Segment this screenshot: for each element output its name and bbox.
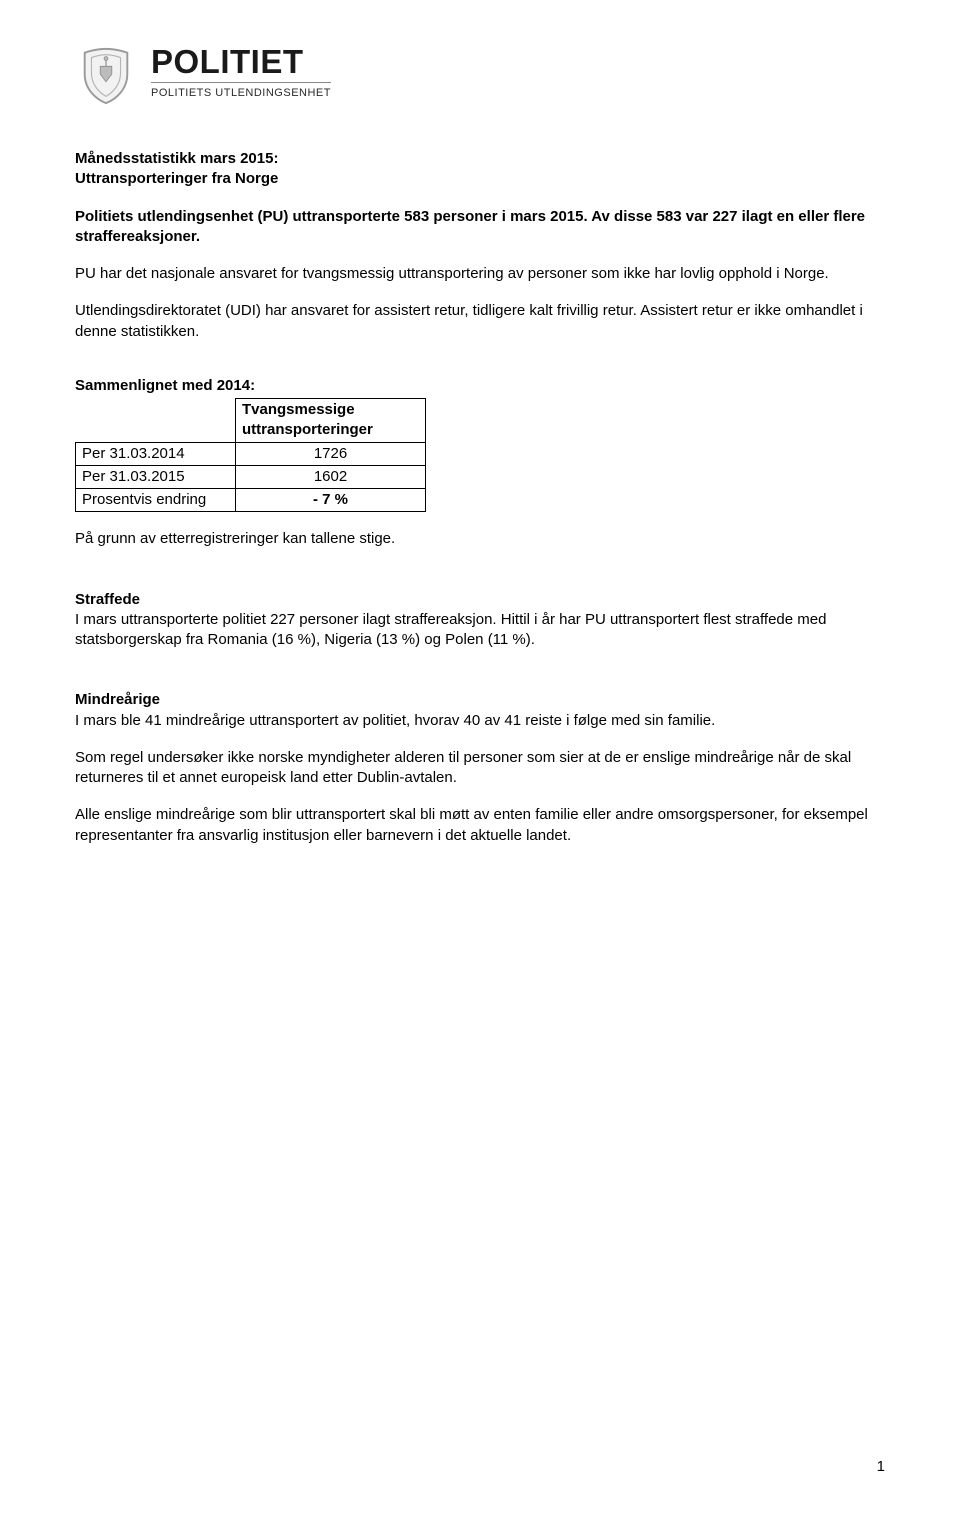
body-mindreaarige-1: I mars ble 41 mindreårige uttransportert… (75, 711, 885, 731)
document-page: POLITIET POLITIETS UTLENDINGSENHET Måned… (0, 0, 960, 1523)
paragraph-pu-role: PU har det nasjonale ansvaret for tvangs… (75, 264, 885, 284)
table-header-empty (76, 399, 236, 443)
table-cell-label: Prosentvis endring (76, 489, 236, 512)
comparison-section: Sammenlignet med 2014: Tvangsmessige utt… (75, 376, 885, 513)
document-body: Månedsstatistikk mars 2015: Uttransporte… (75, 149, 885, 846)
table-cell-value: 1602 (236, 465, 426, 488)
logo-header: POLITIET POLITIETS UTLENDINGSENHET (75, 45, 885, 107)
table-cell-label: Per 31.03.2014 (76, 442, 236, 465)
table-row: Tvangsmessige uttransporteringer (76, 399, 426, 443)
logo-subunit: POLITIETS UTLENDINGSENHET (151, 82, 331, 99)
comparison-heading: Sammenlignet med 2014: (75, 376, 885, 396)
page-number: 1 (877, 1458, 885, 1475)
crest-icon (75, 45, 137, 107)
paragraph-udi-role: Utlendingsdirektoratet (UDI) har ansvare… (75, 301, 885, 342)
table-row: Per 31.03.2015 1602 (76, 465, 426, 488)
table-row: Prosentvis endring - 7 % (76, 489, 426, 512)
logo-wordmark: POLITIET (151, 45, 331, 78)
logo-text-block: POLITIET POLITIETS UTLENDINGSENHET (151, 45, 331, 99)
intro-paragraph: Politiets utlendingsenhet (PU) uttranspo… (75, 207, 885, 248)
section-straffede: Straffede I mars uttransporterte politie… (75, 590, 885, 651)
table-cell-value: 1726 (236, 442, 426, 465)
table-cell-value: - 7 % (236, 489, 426, 512)
table-cell-label: Per 31.03.2015 (76, 465, 236, 488)
body-straffede: I mars uttransporterte politiet 227 pers… (75, 610, 885, 651)
body-mindreaarige-2: Som regel undersøker ikke norske myndigh… (75, 748, 885, 789)
note-after-table: På grunn av etterregistreringer kan tall… (75, 529, 885, 549)
body-mindreaarige-3: Alle enslige mindreårige som blir uttran… (75, 805, 885, 846)
table-header-col2: Tvangsmessige uttransporteringer (236, 399, 426, 443)
table-row: Per 31.03.2014 1726 (76, 442, 426, 465)
section-mindreaarige: Mindreårige I mars ble 41 mindreårige ut… (75, 690, 885, 846)
title-line-2: Uttransporteringer fra Norge (75, 169, 885, 189)
title-line-1: Månedsstatistikk mars 2015: (75, 149, 885, 169)
heading-mindreaarige: Mindreårige (75, 690, 885, 710)
comparison-table: Tvangsmessige uttransporteringer Per 31.… (75, 398, 426, 512)
heading-straffede: Straffede (75, 590, 885, 610)
